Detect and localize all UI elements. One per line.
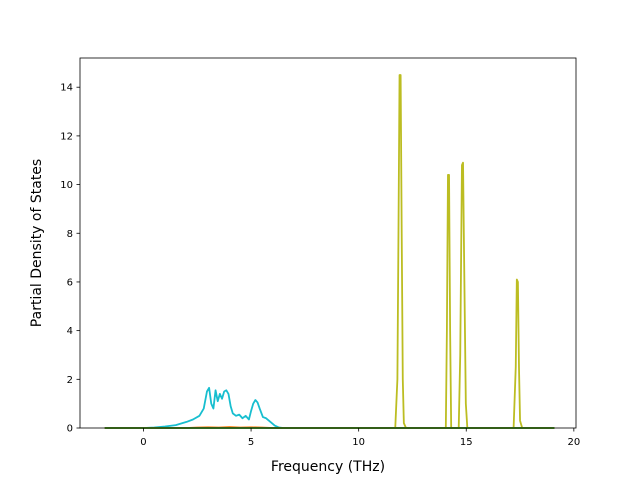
y-tick-label: 6 (67, 277, 73, 288)
x-tick-label: 20 (567, 437, 580, 448)
y-tick-label: 10 (60, 180, 73, 191)
x-axis-label: Frequency (THz) (271, 459, 385, 475)
plot-frame (79, 57, 577, 429)
y-tick-label: 14 (60, 83, 73, 94)
y-axis: 0 2 4 6 8 10 12 14 (60, 83, 80, 435)
x-tick-label: 5 (248, 437, 254, 448)
y-tick-label: 12 (60, 131, 73, 142)
y-tick-label: 8 (67, 229, 73, 240)
x-tick-label: 0 (140, 437, 146, 448)
y-axis-label: Partial Density of States (29, 159, 45, 327)
series-line-1 (104, 386, 555, 429)
y-tick-label: 4 (67, 326, 73, 337)
x-tick-label: 15 (460, 437, 473, 448)
x-tick-label: 10 (352, 437, 365, 448)
y-tick-label: 0 (67, 424, 73, 435)
x-axis: 0 5 10 15 20 (140, 428, 580, 448)
y-tick-label: 2 (67, 375, 73, 386)
